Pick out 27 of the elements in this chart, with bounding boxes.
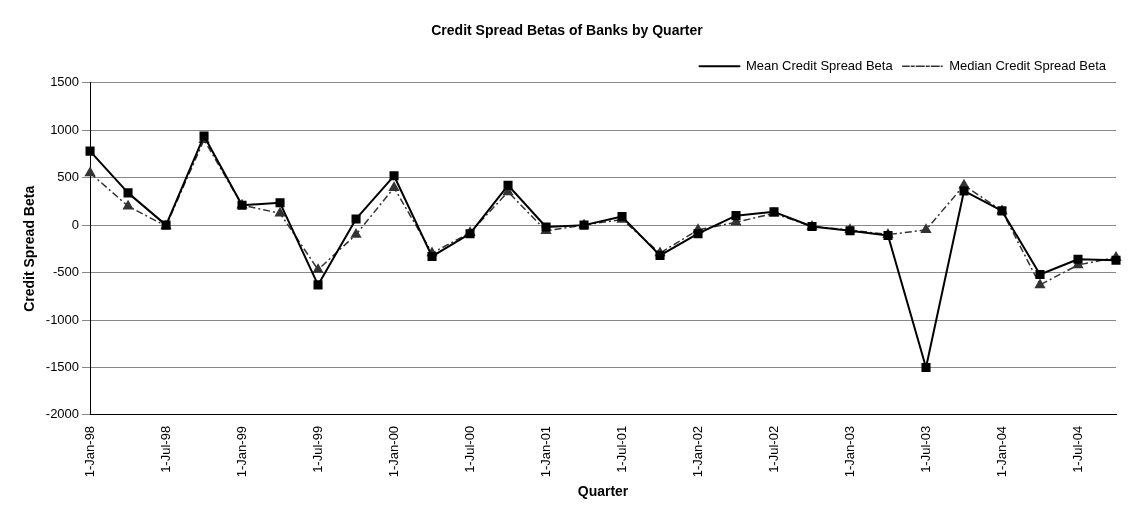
x-tick-label: 1-Jan-04 xyxy=(993,425,1009,478)
x-tick-label: 1-Jul-99 xyxy=(309,425,325,473)
x-tick-label: 1-Jul-01 xyxy=(613,425,629,473)
x-tick-label: 1-Jan-00 xyxy=(385,425,401,478)
x-tick-label: 1-Jul-98 xyxy=(157,425,173,473)
y-tick-label: -2000 xyxy=(45,406,80,422)
x-axis-title: Quarter xyxy=(577,483,629,500)
x-tick-label: 1-Jul-00 xyxy=(461,425,477,473)
y-tick-label: -500 xyxy=(53,264,80,280)
legend-label: Mean Credit Spread Beta xyxy=(745,57,894,73)
y-tick-label: 1500 xyxy=(50,74,80,90)
x-tick-label: 1-Jan-02 xyxy=(689,425,705,478)
y-tick-label: -1500 xyxy=(45,359,80,375)
x-tick-label: 1-Jan-99 xyxy=(233,425,249,478)
y-tick-label: 500 xyxy=(57,169,80,185)
legend-label: Median Credit Spread Beta xyxy=(949,57,1107,73)
x-tick-label: 1-Jul-03 xyxy=(917,425,933,473)
chart-title: Credit Spread Betas of Banks by Quarter xyxy=(431,22,704,39)
y-tick-label: -1000 xyxy=(45,311,80,327)
y-axis-title: Credit Spread Beta xyxy=(21,185,38,312)
x-tick-label: 1-Jan-01 xyxy=(537,425,553,478)
x-tick-label: 1-Jan-98 xyxy=(81,425,97,478)
x-tick-label: 1-Jul-02 xyxy=(765,425,781,473)
x-tick-label: 1-Jul-04 xyxy=(1069,425,1085,473)
y-tick-label: 1000 xyxy=(50,121,80,137)
y-tick-label: 0 xyxy=(71,216,80,232)
x-tick-label: 1-Jan-03 xyxy=(841,425,857,478)
